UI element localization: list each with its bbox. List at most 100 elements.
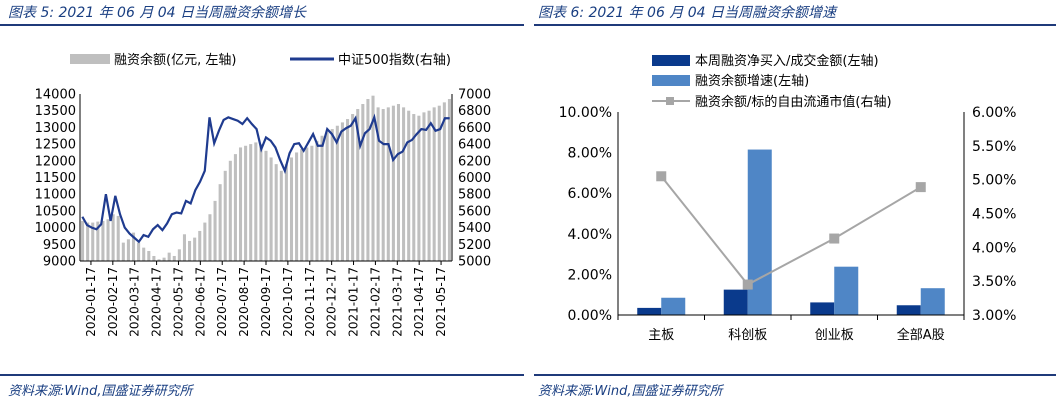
balance-bar	[391, 105, 395, 261]
right-source-note: 资料来源:Wind,国盛证券研究所	[538, 384, 723, 399]
growth-bar	[920, 288, 945, 315]
legend-swatch-growth	[652, 75, 690, 86]
balance-bar	[279, 170, 283, 261]
balance-bar	[340, 122, 344, 261]
growth-bar	[747, 149, 772, 315]
balance-bar	[106, 219, 110, 261]
balance-bar	[305, 147, 309, 261]
right-y-tick-label: 5.50%	[972, 139, 1016, 155]
index-line	[81, 113, 450, 244]
x-tick-label: 2021-03-17	[390, 267, 404, 337]
balance-bar	[376, 107, 380, 261]
balance-bar	[249, 144, 253, 261]
category-label: 主板	[648, 328, 674, 343]
balance-bar	[310, 145, 314, 261]
balance-bar	[269, 157, 273, 261]
balance-bar	[162, 257, 166, 261]
legend-marker-ratio	[666, 97, 674, 105]
balance-bar	[396, 104, 401, 262]
right-y-tick-label: 5800	[458, 188, 491, 203]
balance-bar	[437, 105, 441, 261]
balance-bar	[381, 109, 385, 261]
balance-bar	[131, 232, 136, 261]
left-y-tick-label: 11000	[35, 188, 76, 203]
x-tick-label: 2020-11-17	[303, 267, 317, 337]
balance-bar	[427, 110, 431, 261]
right-y-tick-label: 6.00%	[972, 105, 1016, 121]
x-tick-label: 2021-04-17	[412, 267, 426, 337]
balance-bar	[417, 115, 421, 262]
ratio-point	[656, 171, 667, 182]
left-y-tick-label: 10500	[35, 204, 76, 219]
balance-bar	[315, 140, 319, 261]
balance-bar	[147, 250, 151, 261]
left-panel: 图表 5: 2021 年 06 月 04 日当周融资余额增长 融资余额(亿元, …	[0, 5, 524, 399]
left-figure-title: 图表 5: 2021 年 06 月 04 日当周融资余额增长	[8, 5, 307, 21]
balance-bar	[233, 154, 237, 261]
left-y-tick-label: 2.00%	[568, 267, 612, 283]
left-top-rule	[0, 24, 524, 26]
x-tick-label: 2021-02-17	[368, 267, 382, 337]
x-tick-label: 2020-12-17	[325, 267, 339, 337]
balance-bar	[198, 230, 202, 261]
balance-bar	[167, 252, 171, 261]
balance-bar	[203, 222, 207, 261]
category-label: 科创板	[728, 328, 767, 343]
x-tick-label: 2020-02-17	[106, 267, 120, 337]
right-y-tick-label: 6400	[458, 138, 491, 153]
balance-bar	[86, 222, 90, 261]
balance-bar	[300, 149, 304, 261]
balance-bar	[96, 221, 100, 261]
right-y-tick-label: 5200	[458, 238, 491, 253]
balance-bar	[208, 214, 212, 261]
right-y-tick-label: 5600	[458, 204, 491, 219]
balance-bar	[228, 160, 232, 261]
right-y-tick-label: 7000	[458, 88, 491, 103]
category-label: 创业板	[815, 328, 854, 343]
balance-bar	[152, 255, 156, 261]
balance-bar	[264, 150, 268, 261]
balance-bar	[259, 144, 263, 261]
balance-bar	[213, 200, 217, 261]
legend-swatch-netbuy	[652, 55, 690, 66]
balance-bar	[402, 107, 406, 261]
ratio-point	[742, 279, 753, 290]
ratio-point	[829, 233, 840, 244]
balance-bar	[238, 147, 243, 261]
right-top-rule	[534, 24, 1056, 26]
left-bottom-rule	[0, 374, 524, 376]
left-y-tick-label: 14000	[35, 88, 76, 103]
right-y-tick-label: 5.00%	[972, 173, 1016, 189]
balance-bar	[330, 129, 334, 261]
category-label: 全部A股	[897, 327, 945, 343]
balance-bar	[101, 220, 105, 261]
balance-bar	[289, 157, 294, 261]
x-tick-label: 2020-05-17	[171, 267, 185, 337]
x-tick-label: 2020-06-17	[193, 267, 207, 337]
right-y-tick-label: 5000	[458, 255, 491, 270]
x-tick-label: 2020-10-17	[281, 267, 295, 337]
left-y-tick-label: 10000	[35, 221, 76, 236]
right-y-tick-label: 4.00%	[972, 240, 1016, 256]
right-panel: 图表 6: 2021 年 06 月 04 日当周融资余额增速 本周融资净买入/成…	[530, 0, 1060, 401]
balance-bar	[346, 119, 350, 261]
legend-label-ratio: 融资余额/标的自由流通市值(右轴)	[695, 94, 892, 110]
balance-bar	[142, 247, 146, 261]
left-y-tick-label: 12000	[35, 154, 76, 169]
balance-bar	[447, 99, 451, 261]
margin-growth-chart: 本周融资净买入/成交金额(左轴) 融资余额增速(左轴) 融资余额/标的自由流通市值(…	[559, 53, 1017, 343]
left-y-tick-label: 13000	[35, 121, 76, 136]
legend-label-balance: 融资余额(亿元, 左轴)	[114, 52, 236, 68]
balance-bar	[223, 170, 227, 261]
right-y-tick-label: 3.00%	[972, 308, 1016, 324]
left-y-tick-label: 0.00%	[568, 308, 612, 324]
left-source-note: 资料来源:Wind,国盛证券研究所	[8, 384, 193, 399]
left-y-tick-label: 4.00%	[568, 227, 612, 243]
balance-bar	[335, 125, 339, 261]
balance-bar	[193, 237, 197, 261]
x-tick-label: 2020-09-17	[259, 267, 273, 337]
balance-bar	[284, 164, 288, 261]
balance-bar	[432, 107, 436, 261]
balance-bar	[172, 255, 176, 261]
balance-bar	[351, 114, 355, 261]
